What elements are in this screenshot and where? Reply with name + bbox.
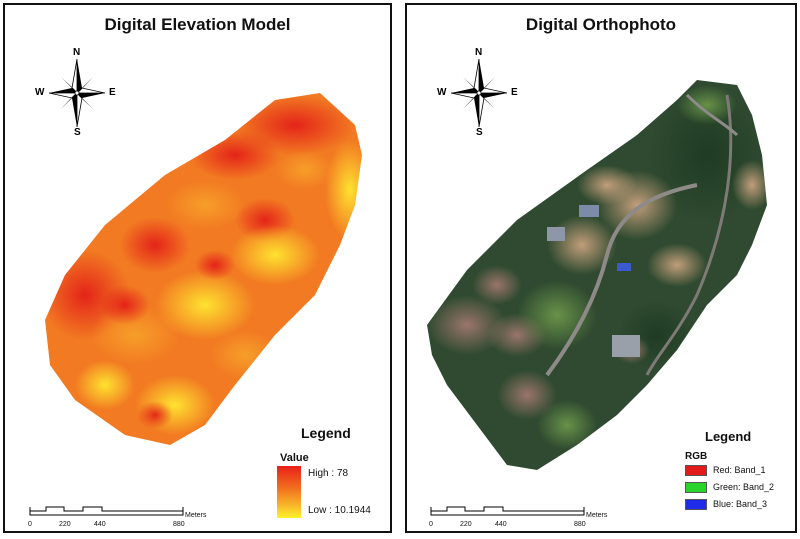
- dem-compass-n: N: [73, 47, 81, 58]
- ortho-compass-w: W: [437, 87, 447, 98]
- ortho-north-arrow: N S E W: [437, 47, 519, 139]
- dem-compass-w: W: [35, 87, 45, 98]
- ortho-legend-swatch-green: [685, 482, 707, 493]
- ortho-compass-s: S: [476, 127, 483, 138]
- ortho-compass-e: E: [511, 87, 518, 98]
- ortho-legend-swatch-red: [685, 465, 707, 476]
- dem-map-svg: [45, 93, 362, 445]
- ortho-scale-tick: 880: [574, 521, 586, 528]
- dem-map-panel: Digital Elevation Model: [3, 3, 392, 533]
- ortho-legend-title: Legend: [705, 429, 752, 444]
- ortho-legend-green: Green: Band_2: [713, 482, 775, 492]
- ortho-legend-rgb: RGB: [685, 451, 708, 462]
- ortho-scale-tick: 220: [460, 521, 472, 528]
- dem-title: Digital Elevation Model: [104, 15, 291, 34]
- dem-scale-unit: Meters: [185, 512, 207, 519]
- ortho-scale-bar: 0 220 440 880 Meters: [429, 505, 607, 528]
- dem-legend-low: Low : 10.1944: [308, 505, 371, 516]
- dem-scale-tick: 220: [59, 521, 71, 528]
- ortho-title: Digital Orthophoto: [525, 15, 677, 34]
- ortho-legend-swatch-blue: [685, 499, 707, 510]
- compass-rose-icon: [48, 58, 106, 128]
- dem-scale-tick: 880: [173, 521, 185, 528]
- dem-color-ramp: [277, 466, 301, 518]
- dem-compass-s: S: [74, 127, 81, 138]
- ortho-scale-tick: 440: [495, 521, 507, 528]
- dem-legend-title: Legend: [301, 425, 351, 441]
- dem-compass-e: E: [109, 87, 116, 98]
- ortho-legend-red: Red: Band_1: [713, 465, 766, 475]
- dem-scale-tick: 0: [28, 521, 32, 528]
- ortho-map-svg: [427, 80, 767, 470]
- compass-rose-icon: [450, 58, 508, 128]
- ortho-compass-n: N: [475, 47, 483, 58]
- dem-north-arrow: N S E W: [35, 47, 117, 139]
- ortho-legend-blue: Blue: Band_3: [713, 499, 768, 509]
- dem-legend-value-label: Value: [280, 452, 309, 464]
- dem-scale-tick: 440: [94, 521, 106, 528]
- ortho-scale-unit: Meters: [586, 512, 608, 519]
- ortho-scale-tick: 0: [429, 521, 433, 528]
- dem-scale-bar: 0 220 440 880 Meters: [28, 505, 206, 528]
- ortho-map-panel: Digital Orthophoto: [405, 3, 797, 533]
- dem-legend-high: High : 78: [308, 468, 349, 479]
